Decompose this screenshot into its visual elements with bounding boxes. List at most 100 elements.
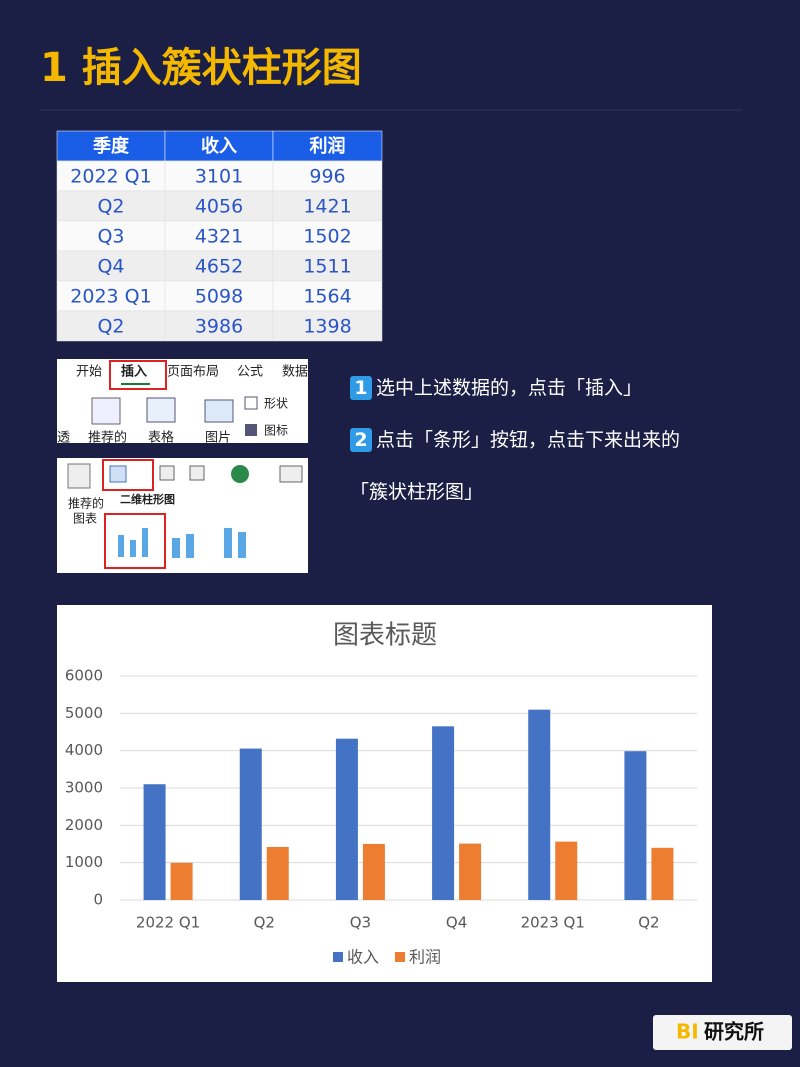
cell: [272, 160, 383, 192]
cell-text: 5098: [195, 286, 243, 308]
bar: [170, 862, 193, 900]
header-text: 利润: [310, 135, 346, 157]
button-label: 图表: [73, 512, 97, 526]
icon: [91, 397, 121, 425]
highlight: [104, 513, 166, 569]
bar: [266, 846, 289, 900]
cell-text: 1421: [303, 196, 351, 218]
legend-swatch: [333, 952, 343, 962]
x-tick-label: Q3: [350, 914, 371, 932]
cell: [56, 310, 166, 342]
y-tick-label: 1000: [65, 853, 103, 871]
icon: [109, 465, 127, 483]
gallery-title: 二维柱形图: [120, 492, 175, 506]
icon: [231, 465, 249, 483]
y-tick-label: 2000: [65, 816, 103, 834]
x-tick-label: Q4: [446, 914, 467, 932]
cell-text: 4056: [195, 196, 243, 218]
header-text: 收入: [201, 135, 237, 157]
cell: [56, 220, 166, 252]
cell-text: 2023 Q1: [70, 286, 151, 308]
chart-title: 图表标题: [333, 621, 437, 651]
cell: [272, 280, 383, 312]
icon: [172, 534, 194, 558]
shot-bg: [57, 458, 308, 573]
cell: [164, 190, 274, 222]
icon: [204, 399, 234, 423]
bar: [239, 748, 262, 900]
cell-text: 3986: [195, 316, 243, 338]
page-title: 1 插入簇状柱形图: [40, 45, 362, 91]
brand-mark: BI: [676, 1020, 699, 1044]
icon: [189, 465, 205, 481]
cell-text: 1511: [303, 256, 351, 278]
highlight: [102, 459, 154, 491]
step: 1 选中上述数据的，点击「插入」: [350, 362, 685, 414]
button-label: 图片: [205, 431, 231, 446]
steps: 1 选中上述数据的，点击「插入」 2 点击「条形」按钮，点击下来出来的「簇状柱形图」: [350, 362, 685, 518]
x-tick-label: 2023 Q1: [521, 914, 585, 932]
legend-label: 利润: [409, 948, 441, 967]
data-table: 季度 收入 利润 2022 Q1 3101 996 Q2 4056 1421 Q3 4321 1502…: [56, 130, 383, 342]
step-number: 1: [350, 376, 372, 400]
step-text: 点击「条形」按钮，点击下来出来的「簇状柱形图」: [350, 429, 681, 503]
bar: [432, 726, 455, 900]
bar: [624, 751, 647, 900]
cell: [164, 220, 274, 252]
cell: [164, 250, 274, 282]
bar: [143, 784, 166, 900]
y-tick-label: 0: [93, 891, 103, 909]
cell-text: 4321: [195, 226, 243, 248]
bar: [555, 841, 578, 900]
x-tick-label: Q2: [638, 914, 659, 932]
cell-text: 4652: [195, 256, 243, 278]
tab: 页面布局: [167, 365, 219, 380]
button-label: 图标: [264, 424, 288, 438]
tab: 公式: [237, 365, 263, 380]
legend-swatch: [395, 952, 405, 962]
header-text: 季度: [93, 135, 130, 157]
cell-text: Q2: [97, 316, 124, 338]
bar: [528, 709, 551, 900]
icon: [159, 465, 175, 481]
cell: [272, 250, 383, 282]
cell-text: Q2: [97, 196, 124, 218]
cell: [272, 310, 383, 342]
step-text: 选中上述数据的，点击「插入」: [376, 377, 643, 399]
x-tick-label: Q2: [254, 914, 275, 932]
icon: [244, 396, 258, 410]
step-number: 2: [350, 428, 372, 452]
tab: 开始: [76, 365, 102, 380]
step: 2 点击「条形」按钮，点击下来出来的「簇状柱形图」: [350, 414, 685, 518]
button-label: 推荐的: [68, 496, 104, 511]
icon: [118, 528, 148, 557]
highlight: [109, 360, 167, 390]
button-label: 透: [57, 431, 70, 446]
cell: [56, 250, 166, 282]
button-label: 推荐的: [88, 430, 127, 446]
button-label: 形状: [264, 397, 288, 411]
x-tick-label: 2022 Q1: [136, 914, 200, 932]
cell-text: Q4: [97, 256, 124, 278]
brand-name: 研究所: [704, 1020, 764, 1044]
cell-text: 1502: [303, 226, 351, 248]
button-label: 表格: [148, 430, 174, 446]
icon: [146, 397, 176, 423]
cell: [272, 220, 383, 252]
y-tick-label: 5000: [65, 704, 103, 722]
bar: [362, 843, 385, 900]
icon: [224, 528, 246, 558]
ribbon-shot: 开始 插入 页面布局 公式 数据 透 推荐的 表格 图片 形状 图标: [57, 359, 308, 446]
cell-text: 3101: [195, 166, 243, 188]
cell-text: 1398: [303, 316, 351, 338]
bar: [459, 843, 482, 900]
legend-label: 收入: [347, 948, 379, 967]
y-tick-label: 3000: [65, 779, 103, 797]
chart-panel: [57, 605, 712, 982]
y-tick-label: 4000: [65, 741, 103, 759]
tab: 数据: [282, 365, 308, 380]
cell-text: 996: [309, 166, 345, 188]
icon: [245, 424, 257, 436]
